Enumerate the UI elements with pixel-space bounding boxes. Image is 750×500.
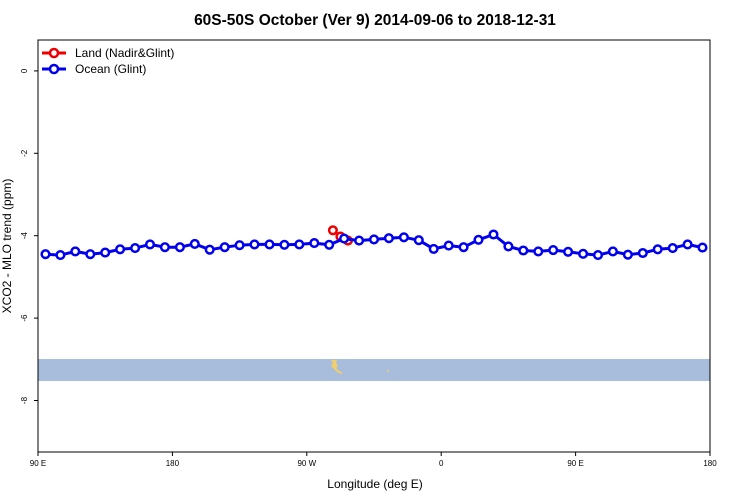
ocean-data-point bbox=[204, 244, 215, 255]
ocean-data-point bbox=[563, 246, 574, 257]
ocean-data-point bbox=[85, 249, 96, 260]
x-tick-label: 180 bbox=[166, 459, 180, 468]
ocean-data-point bbox=[383, 233, 394, 244]
ocean-data-point bbox=[518, 245, 529, 256]
ocean-data-point bbox=[652, 244, 663, 255]
ocean-data-point bbox=[682, 239, 693, 250]
ocean-data-point bbox=[458, 242, 469, 253]
y-tick-label: 0 bbox=[20, 68, 29, 73]
ocean-data-point bbox=[234, 240, 245, 251]
ocean-data-point bbox=[279, 239, 290, 250]
x-tick-label: 180 bbox=[703, 459, 717, 468]
ocean-data-point bbox=[697, 242, 708, 253]
ocean-data-point bbox=[533, 246, 544, 257]
map-band bbox=[38, 359, 710, 381]
ocean-data-point bbox=[55, 250, 66, 261]
ocean-data-point bbox=[473, 234, 484, 245]
landmass-south-america-tip bbox=[331, 360, 343, 374]
legend-ocean-marker bbox=[48, 63, 60, 75]
ocean-data-point bbox=[70, 246, 81, 257]
ocean-data-point bbox=[130, 243, 141, 254]
legend-ocean-label: Ocean (Glint) bbox=[75, 62, 146, 76]
ocean-data-point bbox=[607, 246, 618, 257]
ocean-data-point bbox=[488, 229, 499, 240]
ocean-data-point bbox=[115, 244, 126, 255]
land-data-point bbox=[327, 225, 338, 236]
y-axis-label: XCO2 - MLO trend (ppm) bbox=[0, 179, 14, 314]
ocean-data-point bbox=[578, 248, 589, 259]
ocean-data-point bbox=[398, 232, 409, 243]
ocean-data-point bbox=[428, 243, 439, 254]
y-tick-label: -8 bbox=[20, 396, 29, 404]
legend-land-marker bbox=[48, 47, 60, 59]
ocean-data-point bbox=[249, 239, 260, 250]
legend-land-label: Land (Nadir&Glint) bbox=[75, 46, 174, 60]
x-tick-label: 90 W bbox=[297, 459, 316, 468]
ocean-data-point bbox=[189, 238, 200, 249]
ocean-data-point bbox=[219, 242, 230, 253]
ocean-data-point bbox=[667, 243, 678, 254]
ocean-data-point bbox=[622, 249, 633, 260]
ocean-data-point bbox=[309, 238, 320, 249]
landmass-islet bbox=[387, 370, 389, 372]
ocean-data-point bbox=[413, 235, 424, 246]
x-tick-label: 90 E bbox=[567, 459, 583, 468]
ocean-data-point bbox=[40, 249, 51, 260]
axes: 90 E 180 90 W 0 90 E 180 0 -2 -4 -6 -8 bbox=[20, 68, 717, 468]
x-axis-label: Longitude (deg E) bbox=[327, 477, 422, 491]
ocean-data-point bbox=[339, 233, 350, 244]
y-tick-label: -2 bbox=[20, 149, 29, 157]
ocean-data-point bbox=[443, 240, 454, 251]
ocean-data-point bbox=[354, 235, 365, 246]
legend: Land (Nadir&Glint) Ocean (Glint) bbox=[42, 46, 174, 76]
ocean-data-point bbox=[368, 234, 380, 245]
ocean-data-point bbox=[548, 245, 559, 256]
ocean-data-point bbox=[100, 247, 111, 258]
series-layer bbox=[40, 225, 708, 261]
ocean-data-point bbox=[294, 239, 305, 250]
chart-title: 60S-50S October (Ver 9) 2014-09-06 to 20… bbox=[194, 12, 556, 29]
plot-frame bbox=[37, 39, 711, 453]
x-tick-label: 0 bbox=[439, 459, 444, 468]
map-band-strip bbox=[38, 359, 710, 381]
x-tick-label: 90 E bbox=[30, 459, 46, 468]
ocean-data-point bbox=[144, 239, 156, 250]
ocean-data-point bbox=[592, 250, 604, 261]
ocean-data-point bbox=[503, 241, 514, 252]
ocean-data-point bbox=[159, 242, 170, 253]
y-tick-label: -6 bbox=[20, 314, 29, 322]
ocean-data-point bbox=[264, 239, 275, 250]
ocean-data-point bbox=[637, 247, 648, 259]
y-tick-label: -4 bbox=[20, 232, 29, 240]
ocean-data-point bbox=[324, 239, 335, 250]
ocean-data-point bbox=[174, 242, 185, 253]
